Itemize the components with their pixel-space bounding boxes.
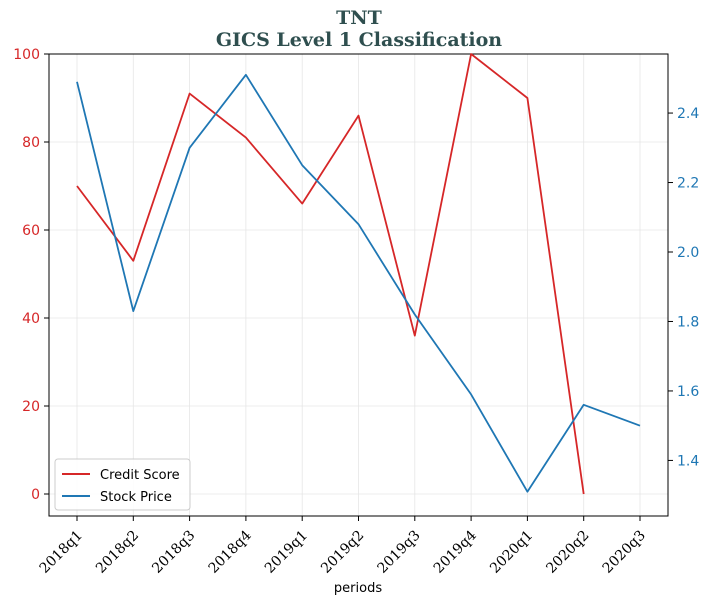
right-y-tick-label-2: 2.0 [677,245,699,261]
left-y-tick-label-100: 100 [13,47,40,63]
x-tick-label-2020q2: 2020q2 [543,528,592,577]
x-tick-label-2019q2: 2019q2 [318,528,367,577]
x-tick-label-2019q4: 2019q4 [431,527,480,576]
right-y-axis: 1.4 1.6 1.8 2.0 2.2 2.4 [668,106,699,469]
left-y-tick-label-40: 40 [22,311,40,327]
left-y-axis: 0 20 40 60 80 100 [13,47,49,503]
x-tick-label-2019q3: 2019q3 [374,528,423,577]
legend: Credit Score Stock Price [54,458,191,511]
legend-label-credit-score: Credit Score [100,468,180,483]
x-tick-label-2018q1: 2018q1 [37,528,86,577]
right-y-tick-label-2.4: 2.4 [677,106,699,122]
x-axis-label: periods [334,581,382,596]
x-tick-label-2018q2: 2018q2 [93,528,142,577]
right-y-tick-label-1.4: 1.4 [677,453,699,469]
x-tick-label-2020q1: 2020q1 [487,528,536,577]
right-y-tick-label-1.6: 1.6 [677,384,699,400]
left-y-tick-label-80: 80 [22,135,40,151]
legend-box [54,458,191,511]
chart-subtitle: GICS Level 1 Classification [216,29,502,51]
right-y-tick-label-2.2: 2.2 [677,176,699,192]
right-y-tick-label-1.8: 1.8 [677,314,699,330]
left-y-tick-label-60: 60 [22,223,40,239]
left-y-tick-label-0: 0 [31,487,40,503]
left-y-tick-label-20: 20 [22,399,40,415]
x-tick-label-2018q4: 2018q4 [206,527,255,576]
series-lines [76,53,641,495]
series-line-stock-price [76,73,641,493]
legend-label-stock-price: Stock Price [100,490,172,505]
chart-title: TNT [336,7,382,29]
x-axis: 2018q1 2018q2 2018q3 2018q4 2019q1 2019q2 2019… [37,516,649,577]
x-tick-label-2019q1: 2019q1 [262,528,311,577]
x-tick-label-2018q3: 2018q3 [149,528,198,577]
x-tick-label-2020q3: 2020q3 [600,528,649,577]
series-line-credit-score [76,53,585,495]
